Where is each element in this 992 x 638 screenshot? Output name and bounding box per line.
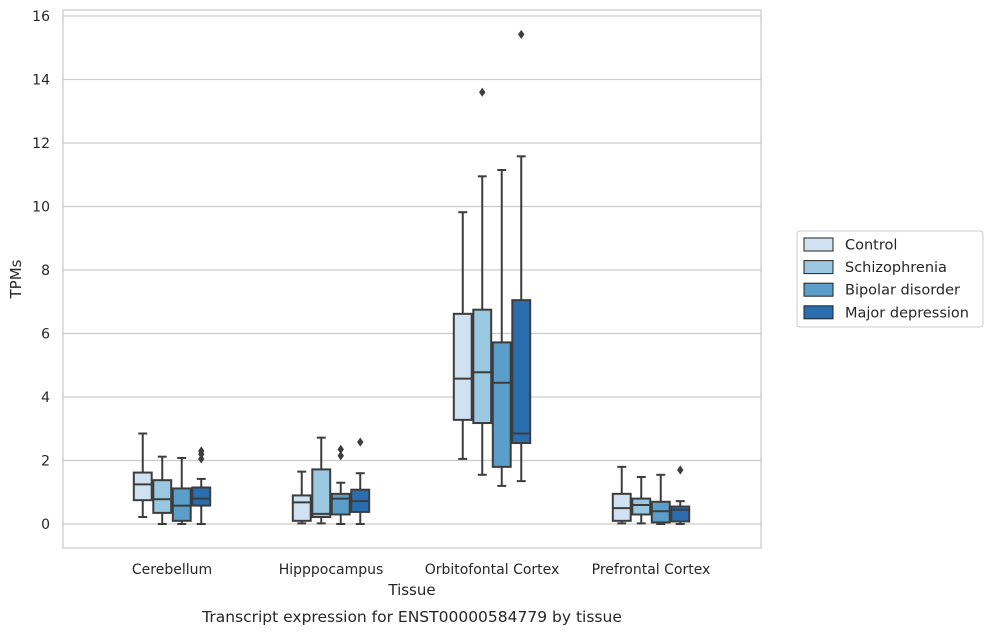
box-iqr [472, 308, 493, 425]
y-tick-label: 16 [32, 9, 50, 25]
y-axis-label: TPMs [7, 259, 25, 299]
gridlines [63, 15, 761, 525]
plot-background [63, 10, 761, 548]
box-iqr [291, 494, 312, 522]
x-tick-label: Orbitofontal Cortex [425, 562, 560, 578]
box-major-depression [670, 465, 691, 525]
legend-swatch [803, 260, 834, 275]
box-iqr [631, 497, 652, 516]
y-tick-label: 2 [41, 454, 50, 470]
box-schizophrenia [311, 436, 332, 525]
box-iqr [491, 341, 512, 468]
outlier-point [518, 29, 525, 40]
legend-swatch [803, 282, 834, 297]
outlier-point [198, 446, 205, 456]
box-iqr [191, 486, 212, 507]
outlier-point [337, 444, 344, 454]
box-control [452, 211, 473, 460]
x-tick-label: Hipppocampus [279, 562, 384, 578]
legend-label: Bipolar disorder [845, 283, 960, 299]
x-tick-label: Prefrontal Cortex [592, 562, 711, 578]
box-iqr [152, 479, 173, 514]
box-iqr [330, 492, 351, 516]
x-tick-label: Cerebellum [132, 562, 212, 578]
legend: Control Schizophrenia Bipolar disorder Majo… [796, 230, 984, 328]
box-control [611, 465, 632, 525]
y-axis-ticks: 0 2 4 6 8 10 12 14 16 [32, 9, 50, 533]
y-tick-label: 12 [32, 136, 50, 152]
box-iqr [311, 468, 332, 519]
box-control [132, 432, 153, 519]
box-schizophrenia [472, 87, 493, 476]
box-schizophrenia [631, 476, 652, 525]
y-tick-label: 10 [32, 200, 50, 216]
x-axis-ticks: Cerebellum Hipppocampus Orbitofontal Corte… [132, 562, 710, 578]
box-major-depression [350, 437, 371, 525]
legend-label: Major depression [845, 305, 969, 321]
box-schizophrenia [152, 455, 173, 525]
y-tick-label: 14 [32, 73, 50, 89]
outlier-point [198, 454, 205, 464]
legend-label: Control [845, 238, 897, 254]
y-tick-label: 8 [41, 263, 50, 279]
y-tick-label: 4 [41, 390, 50, 406]
box-bipolar-disorder [491, 168, 512, 487]
legend-label: Schizophrenia [845, 260, 947, 276]
y-tick-label: 0 [41, 517, 50, 533]
box-iqr [452, 312, 473, 421]
y-tick-label: 6 [41, 327, 50, 343]
boxes [132, 29, 691, 525]
x-axis-label: Tissue [387, 581, 435, 599]
outlier-point [479, 87, 486, 97]
chart-caption: Transcript expression for ENST0000058477… [201, 608, 622, 626]
box-major-depression [511, 29, 532, 483]
outlier-point [357, 437, 364, 447]
legend-swatch [803, 305, 834, 320]
box-iqr [511, 299, 532, 445]
outlier-point [337, 451, 344, 461]
box-major-depression [191, 446, 212, 525]
plot-frame [62, 9, 762, 549]
box-iqr [132, 471, 153, 502]
legend-swatch [803, 237, 834, 252]
outlier-point [677, 465, 684, 475]
box-control [291, 470, 312, 525]
legend-frame [796, 230, 984, 328]
box-bipolar-disorder [330, 444, 351, 525]
box-bipolar-disorder [171, 456, 192, 525]
box-bipolar-disorder [650, 473, 671, 525]
